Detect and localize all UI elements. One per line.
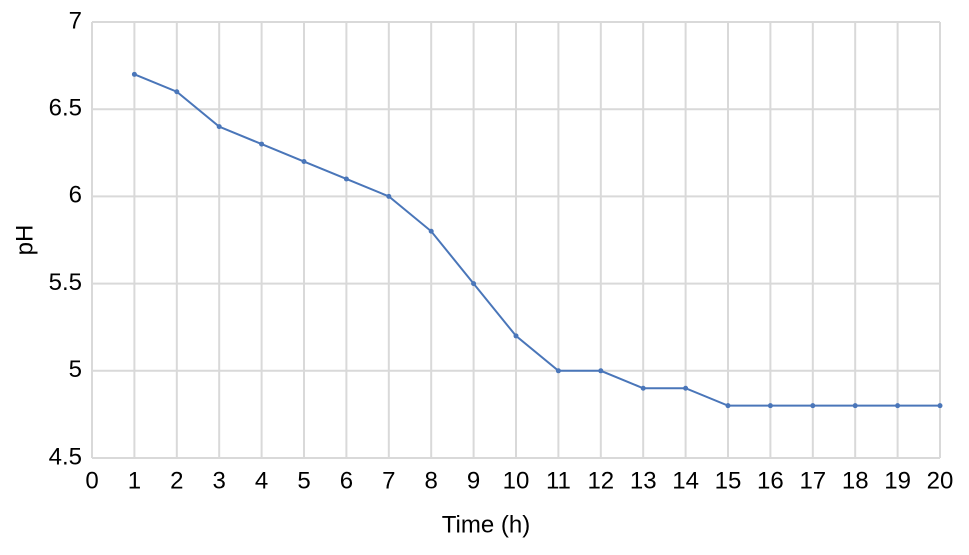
y-axis-label: pH — [11, 225, 38, 256]
x-tick-label: 20 — [927, 467, 954, 494]
x-tick-label: 1 — [128, 467, 141, 494]
x-tick-label: 3 — [213, 467, 226, 494]
x-tick-label: 14 — [672, 467, 699, 494]
x-tick-label: 12 — [587, 467, 614, 494]
y-tick-label: 6 — [69, 182, 82, 209]
y-tick-label: 5 — [69, 356, 82, 383]
x-tick-label: 11 — [546, 467, 571, 494]
data-point — [640, 385, 646, 391]
x-tick-label: 0 — [85, 467, 98, 494]
data-point — [555, 368, 561, 374]
x-tick-label: 15 — [715, 467, 742, 494]
x-tick-label: 17 — [799, 467, 826, 494]
data-point — [428, 228, 434, 234]
x-tick-label: 9 — [467, 467, 480, 494]
data-point — [937, 403, 943, 409]
data-line — [134, 73, 940, 407]
data-point — [513, 333, 519, 339]
data-point — [683, 385, 689, 391]
y-tick-label: 5.5 — [49, 269, 82, 296]
x-tick-label: 10 — [503, 467, 530, 494]
data-point — [301, 159, 307, 165]
x-tick-label: 5 — [297, 467, 310, 494]
y-tick-label: 7 — [69, 7, 82, 34]
x-tick-label: 19 — [884, 467, 911, 494]
x-tick-label: 8 — [425, 467, 438, 494]
x-tick-label: 4 — [255, 467, 268, 494]
y-tick-label: 4.5 — [49, 443, 82, 470]
data-point — [598, 368, 604, 374]
x-tick-label: 2 — [170, 467, 183, 494]
data-point — [725, 403, 731, 409]
x-tick-label: 18 — [842, 467, 869, 494]
data-point — [767, 403, 773, 409]
y-tick-label: 6.5 — [49, 95, 82, 122]
x-axis-label: Time (h) — [442, 511, 530, 538]
data-point — [216, 124, 222, 130]
data-point — [174, 89, 180, 95]
data-point — [343, 176, 349, 182]
data-point — [852, 403, 858, 409]
x-tick-label: 7 — [382, 467, 395, 494]
data-point — [810, 403, 816, 409]
data-point — [895, 403, 901, 409]
x-tick-label: 13 — [630, 467, 657, 494]
x-tick-label: 6 — [340, 467, 353, 494]
data-point — [471, 281, 477, 287]
data-point — [131, 71, 137, 77]
data-point — [386, 193, 392, 199]
x-tick-label: 16 — [757, 467, 784, 494]
data-point — [259, 141, 265, 147]
